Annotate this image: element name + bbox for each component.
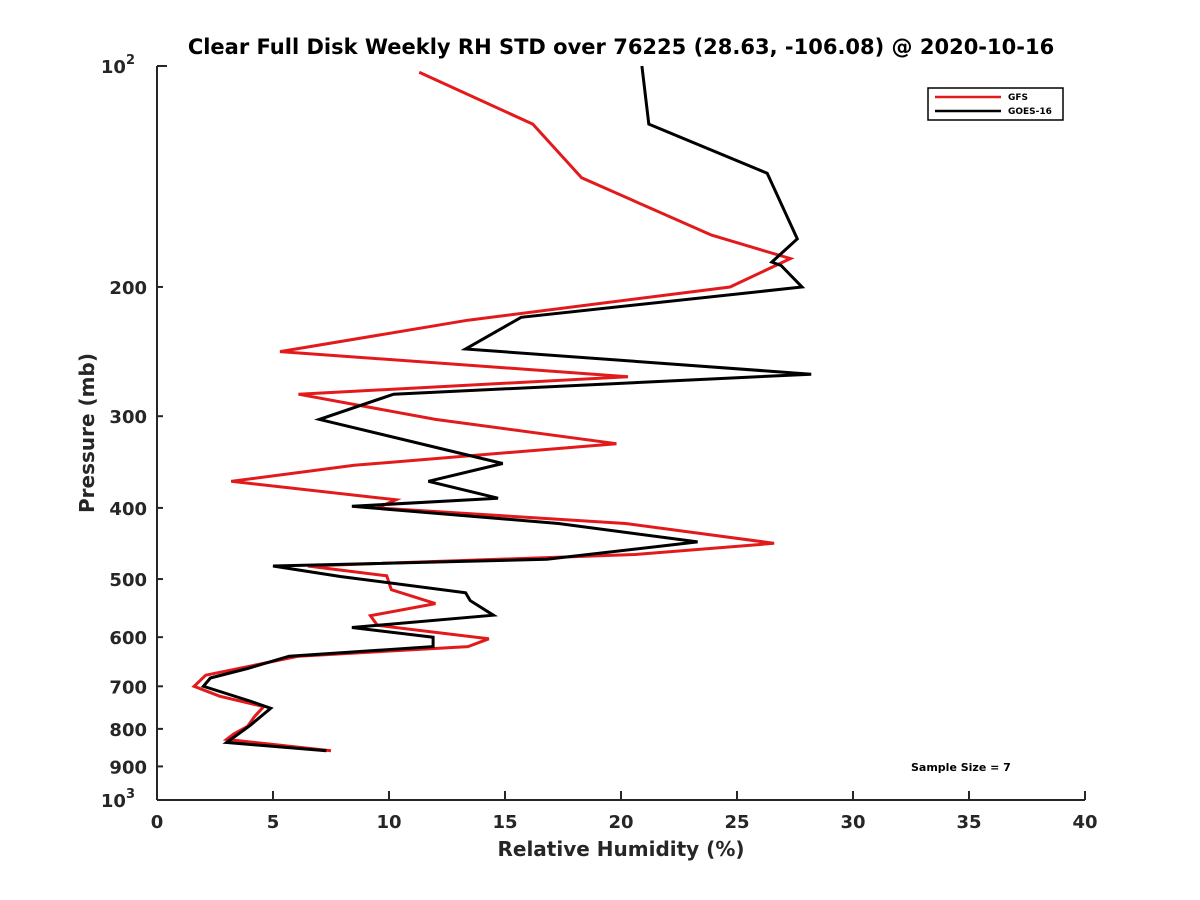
y-tick-label: 800 bbox=[109, 720, 147, 741]
y-tick-exponent: 3 bbox=[126, 787, 135, 802]
y-tick-exponent: 2 bbox=[126, 53, 135, 68]
x-tick-label: 15 bbox=[492, 812, 517, 833]
legend: GFS GOES-16 bbox=[927, 87, 1064, 121]
x-tick-label: 25 bbox=[724, 812, 749, 833]
x-axis-title: Relative Humidity (%) bbox=[497, 837, 744, 861]
x-tick-label: 35 bbox=[956, 812, 981, 833]
y-tick-label: 102 bbox=[101, 53, 135, 78]
x-tick-label: 30 bbox=[840, 812, 865, 833]
x-tick-label: 5 bbox=[267, 812, 280, 833]
x-tick-label: 40 bbox=[1072, 812, 1097, 833]
ticks-layer: 0 5 10 15 20 25 30 35 40 102 200 300 400 500 600 700 800… bbox=[101, 53, 1098, 833]
series-line-gfs bbox=[191, 70, 795, 753]
series-line-goes-16 bbox=[200, 65, 812, 753]
legend-box bbox=[927, 87, 1064, 121]
x-tick-label: 0 bbox=[151, 812, 164, 833]
y-tick-label: 500 bbox=[109, 570, 147, 591]
x-tick-label: 10 bbox=[376, 812, 401, 833]
legend-label-goes16: GOES-16 bbox=[1008, 107, 1052, 117]
y-tick-label: 200 bbox=[109, 278, 147, 299]
sample-size-annotation: Sample Size = 7 bbox=[911, 761, 1011, 774]
legend-label-gfs: GFS bbox=[1008, 93, 1028, 103]
y-axis-title: Pressure (mb) bbox=[75, 353, 99, 513]
chart-title: Clear Full Disk Weekly RH STD over 76225… bbox=[188, 35, 1054, 59]
series-layer bbox=[191, 65, 812, 753]
x-tick-label: 20 bbox=[608, 812, 633, 833]
y-tick-label: 600 bbox=[109, 628, 147, 649]
y-tick-label: 900 bbox=[109, 757, 147, 778]
y-tick-label: 300 bbox=[109, 407, 147, 428]
y-tick-label: 700 bbox=[109, 677, 147, 698]
y-tick-label: 400 bbox=[109, 499, 147, 520]
